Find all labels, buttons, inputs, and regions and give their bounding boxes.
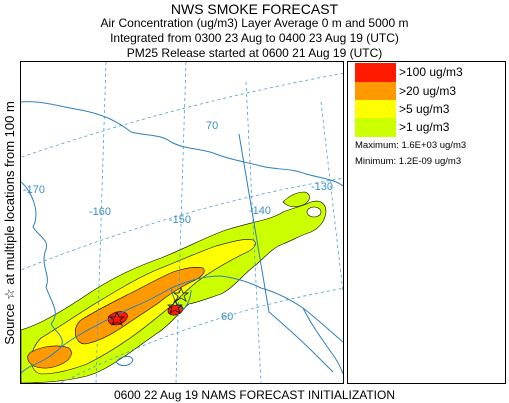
integration-period: Integrated from 0300 23 Aug to 0400 23 A… [110,31,399,45]
arctic-coast [21,101,343,187]
forecast-initialization: 0600 22 Aug 19 NAMS FORECAST INITIALIZAT… [114,388,395,402]
legend-swatch [355,100,396,119]
map-panel: -170 -160 -150 -140 -130 70 60 [20,61,344,384]
smoke-map: -170 -160 -150 -140 -130 70 60 [21,62,343,383]
panhandle [302,307,343,375]
canada-border [238,133,334,373]
minimum-value: Minimum: 1.2E-09 ug/m3 [355,156,462,167]
coastline [21,101,343,375]
plume-over-20 [74,266,205,345]
legend-swatch [355,63,396,82]
lon-label-140: -140 [249,205,271,217]
source-markers [108,287,190,326]
legend-panel: >100 ug/m3 >20 ug/m3 >5 ug/m3 >1 ug/m3 M… [347,61,506,384]
kodiak [115,355,134,367]
legend-swatch [355,118,396,137]
legend-label: >5 ug/m3 [399,102,450,116]
plume-over-100 [107,311,128,326]
legend-item-over-1: >1 ug/m3 [355,118,500,137]
legend-swatch [355,82,396,101]
lon-130-line [320,101,343,293]
legend-item-over-100: >100 ug/m3 [355,63,500,82]
lon-140-line [245,81,262,383]
legend-label: >100 ug/m3 [399,65,463,79]
source-star [166,299,184,314]
lat-65-line [21,177,343,271]
legend-item-over-20: >20 ug/m3 [355,82,500,101]
source-star [172,287,190,302]
source-label-text: Source ☆ at multiple locations from 100 … [2,101,17,345]
legend-label: >20 ug/m3 [399,84,457,98]
lon-label-170: -170 [23,184,45,196]
source-label: Source ☆ at multiple locations from 100 … [0,57,20,390]
western-coast [21,181,63,348]
lon-label-150: -150 [169,214,191,226]
graticule [21,62,343,383]
map-title: NWS SMOKE FORECAST [170,1,339,17]
lon-label-160: -160 [89,206,111,218]
release-start: PM25 Release started at 0600 21 Aug 19 (… [126,46,383,60]
concentration-subtitle: Air Concentration (ug/m3) Layer Average … [100,16,409,30]
peninsula [21,346,62,375]
lat-70-line [21,73,343,158]
maximum-value: Maximum: 1.6E+03 ug/m3 [355,140,467,151]
legend-item-over-5: >5 ug/m3 [355,100,500,119]
coast-inlet [170,287,192,311]
legend-label: >1 ug/m3 [399,120,450,134]
lon-label-130: -130 [311,181,333,193]
plume-over-1-patch [282,191,310,208]
source-star [108,311,126,326]
smoke-plume [21,191,327,383]
lat-label-70: 70 [206,120,218,132]
plume-hole [306,206,322,218]
gulf-coast [60,275,343,348]
lat-label-60: 60 [221,311,233,323]
